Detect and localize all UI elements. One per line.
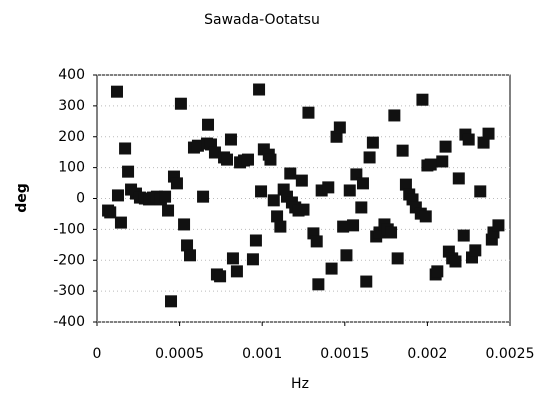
point (385, 226, 398, 239)
point (267, 194, 280, 207)
point (337, 220, 350, 233)
point (424, 158, 437, 171)
point (355, 201, 368, 214)
point (457, 229, 470, 242)
point (241, 153, 254, 166)
point (347, 219, 360, 232)
point (119, 142, 132, 155)
x-axis-label: Hz (291, 376, 309, 392)
point (333, 121, 346, 134)
y-tick-label: 200 (58, 129, 85, 145)
y-tick-label: -200 (53, 252, 85, 268)
point (360, 275, 373, 288)
point (221, 153, 234, 166)
point (297, 203, 310, 216)
y-tick-label: 0 (76, 191, 85, 207)
point (122, 165, 135, 178)
point (482, 127, 495, 140)
point (474, 185, 487, 198)
point (340, 249, 353, 262)
x-tick-label: 0 (93, 346, 102, 362)
point (322, 181, 335, 194)
point (165, 295, 178, 308)
point (439, 140, 452, 153)
point (295, 174, 308, 187)
point (104, 206, 117, 219)
point (442, 245, 455, 258)
point (312, 278, 325, 291)
point (253, 83, 266, 96)
point (271, 210, 284, 223)
x-tick-label: 0.0025 (486, 346, 535, 362)
point (226, 252, 239, 265)
point (391, 252, 404, 265)
point (208, 146, 221, 159)
y-tick-label: -100 (53, 221, 85, 237)
point (181, 239, 194, 252)
x-tick-label: 0.0015 (320, 346, 369, 362)
y-tick-label: 100 (58, 160, 85, 176)
y-tick-label: -300 (53, 283, 85, 299)
point (111, 189, 124, 202)
x-tick-label: 0.002 (407, 346, 447, 362)
point (249, 234, 262, 247)
point (159, 190, 172, 203)
point (363, 151, 376, 164)
point (230, 265, 243, 278)
point (325, 262, 338, 275)
y-axis-label: deg (14, 183, 30, 213)
point (214, 270, 227, 283)
y-tick-label: 300 (58, 98, 85, 114)
point (184, 249, 197, 262)
point (388, 109, 401, 122)
point (174, 97, 187, 110)
point (449, 255, 462, 268)
point (274, 220, 287, 233)
point (110, 85, 123, 98)
y-tick-label: -400 (53, 314, 85, 330)
y-tick-label: 400 (58, 67, 85, 83)
point (330, 130, 343, 143)
point (162, 204, 175, 217)
point (302, 106, 315, 119)
point (255, 185, 268, 198)
point (416, 93, 429, 106)
point (343, 184, 356, 197)
point (246, 253, 259, 266)
point (492, 219, 505, 232)
x-tick-label: 0.0005 (155, 346, 204, 362)
point (469, 244, 482, 257)
point (310, 235, 323, 248)
chart-title: Sawada-Ootatsu (204, 12, 320, 28)
point (170, 177, 183, 190)
point (419, 210, 432, 223)
point (264, 153, 277, 166)
point (462, 133, 475, 146)
point (202, 118, 215, 131)
point (224, 133, 237, 146)
point (356, 177, 369, 190)
point (452, 172, 465, 185)
point (197, 190, 210, 203)
point (366, 136, 379, 149)
point (178, 218, 191, 231)
point (436, 155, 449, 168)
point (431, 265, 444, 278)
point (399, 178, 412, 191)
point (396, 144, 409, 157)
x-tick-label: 0.001 (242, 346, 282, 362)
point (284, 167, 297, 180)
point (191, 139, 204, 152)
point (114, 216, 127, 229)
